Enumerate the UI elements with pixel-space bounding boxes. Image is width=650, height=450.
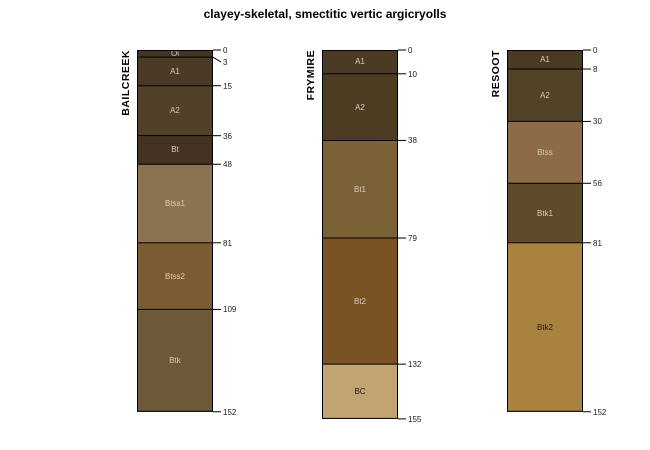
- horizon-a1: [507, 50, 583, 70]
- depth-label-15: 15: [223, 81, 232, 91]
- horizon-a2: [322, 73, 398, 141]
- depth-label-0: 0: [408, 46, 413, 55]
- chart-title: clayey-skeletal, smectitic vertic argicr…: [203, 7, 447, 21]
- depth-label-155: 155: [408, 414, 422, 424]
- horizon-a1: [322, 50, 398, 74]
- profile-name-bailcreek: BAILCREEK: [120, 50, 132, 116]
- depth-label-30: 30: [593, 117, 602, 127]
- depth-label-81: 81: [223, 238, 232, 248]
- horizon-btss: [507, 121, 583, 184]
- horizon-a2: [137, 85, 213, 136]
- depth-label-8: 8: [593, 65, 598, 75]
- horizon-btk2: [507, 242, 583, 412]
- profile-name-resoot: RESOOT: [490, 50, 502, 98]
- depth-label-0: 0: [223, 46, 228, 55]
- depth-label-0: 0: [593, 46, 598, 55]
- horizon-bc: [322, 364, 398, 419]
- horizon-btss2: [137, 242, 213, 310]
- depth-label-152: 152: [223, 407, 237, 417]
- profile-name-frymire: FRYMIRE: [305, 50, 317, 101]
- depth-label-152: 152: [593, 407, 607, 417]
- depth-label-56: 56: [593, 179, 602, 189]
- depth-label-36: 36: [223, 131, 232, 141]
- horizon-bt1: [322, 140, 398, 239]
- horizon-oi: [137, 50, 213, 58]
- depth-label-3: 3: [223, 58, 228, 67]
- depth-label-109: 109: [223, 305, 237, 315]
- horizon-btss1: [137, 164, 213, 243]
- depth-label-48: 48: [223, 160, 232, 170]
- horizon-a2: [507, 69, 583, 122]
- depth-label-10: 10: [408, 69, 417, 79]
- depth-label-81: 81: [593, 238, 602, 248]
- depth-label-79: 79: [408, 234, 417, 244]
- depth-label-38: 38: [408, 136, 417, 146]
- horizon-btk1: [507, 183, 583, 243]
- horizon-bt: [137, 135, 213, 165]
- horizon-btk: [137, 309, 213, 412]
- horizon-a1: [137, 57, 213, 86]
- depth-label-132: 132: [408, 360, 422, 370]
- horizon-bt2: [322, 238, 398, 365]
